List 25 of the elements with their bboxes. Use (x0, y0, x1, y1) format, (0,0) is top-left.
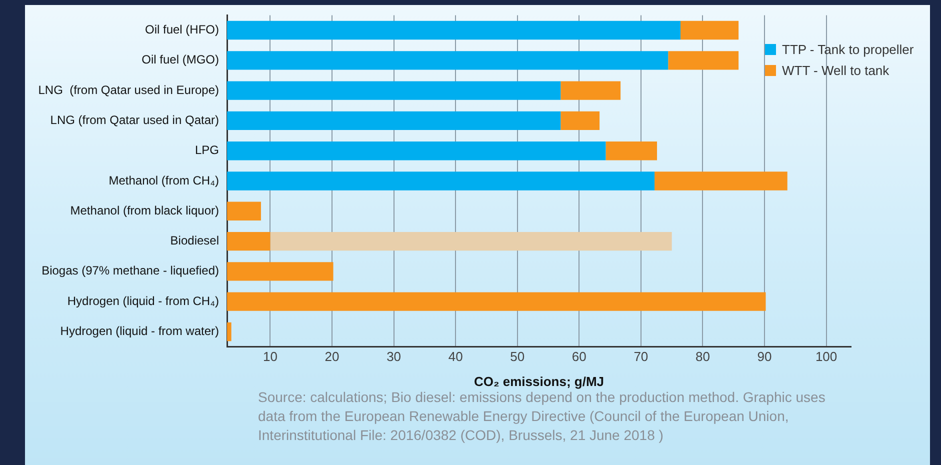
y-tick-label: Hydrogen (liquid - from water) (60, 324, 220, 338)
y-tick-label: LNG (from Qatar used in Europe) (38, 82, 219, 97)
y-tick-label: LNG (from Qatar used in Qatar) (50, 113, 219, 128)
x-tick-label: 60 (572, 349, 586, 364)
y-tick-label: Oil fuel (HFO) (144, 22, 219, 37)
y-tick-label: Biogas (97% methane - liquefied) (42, 264, 219, 278)
y-tick-label: Biodiesel (170, 234, 219, 248)
legend-label: TTP - Tank to propeller (782, 42, 914, 57)
x-tick-label: 40 (448, 349, 463, 364)
y-tick-label: LPG (194, 143, 219, 158)
x-tick-label: 10 (263, 349, 278, 364)
x-tick-label: 90 (757, 349, 772, 364)
x-tick-label: 20 (324, 349, 340, 364)
x-tick-label: 30 (386, 349, 402, 364)
x-axis-title: CO₂ emissions; g/MJ (474, 374, 604, 389)
y-tick-label: Methanol (from black liquor) (70, 203, 219, 218)
x-tick-label: 50 (510, 349, 525, 364)
x-tick-label: 80 (695, 349, 710, 364)
y-tick-label: Methanol (from CH₄) (108, 173, 219, 188)
source-note: Source: calculations; Bio diesel: emissions depend on the production method. Graphic uses data from the European Renewable Energy Directive (Council of the European Union, Interinstitutional File: 2016/0382 (COD), Brussels, 21 June 2018 ) (258, 389, 826, 445)
y-tick-label: Hydrogen (liquid - from CH₄) (67, 294, 219, 308)
y-tick-label: Oil fuel (MGO) (142, 52, 219, 67)
x-tick-label: 100 (815, 349, 838, 364)
legend-label: WTT - Well to tank (782, 63, 890, 78)
x-tick-label: 70 (634, 349, 648, 364)
